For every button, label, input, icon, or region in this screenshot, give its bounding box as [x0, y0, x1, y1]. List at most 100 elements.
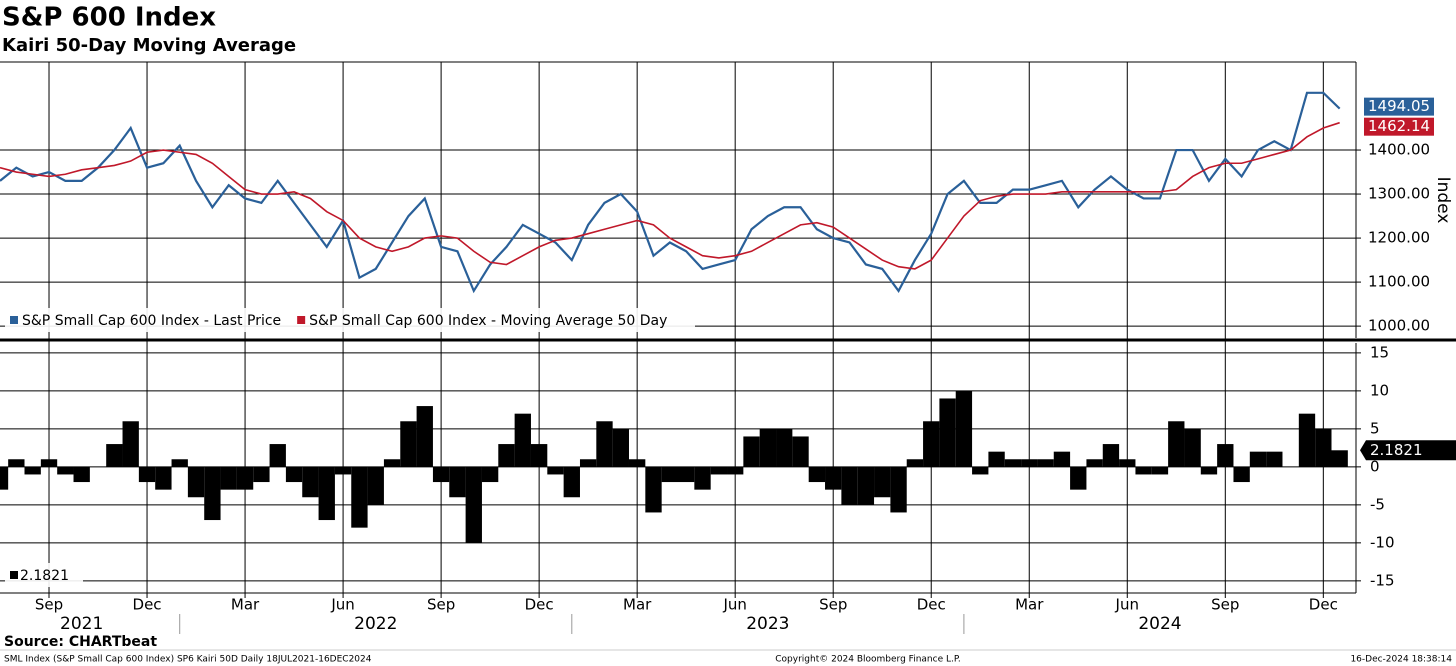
bar [1102, 444, 1120, 467]
x-tick-label: Sep [427, 596, 455, 614]
bar [661, 466, 678, 483]
bar [155, 466, 172, 490]
x-tick-label: Dec [1309, 596, 1338, 614]
bar [743, 436, 760, 467]
x-tick-label: Sep [1211, 596, 1239, 614]
y-tick-label: 0 [1370, 457, 1380, 475]
bar [792, 436, 809, 467]
bar [694, 466, 711, 490]
chart-title: S&P 600 Index [2, 3, 216, 33]
bar [596, 421, 613, 467]
timestamp: 16-Dec-2024 18:38:14 [1350, 655, 1452, 665]
y-tick-label: -5 [1370, 495, 1385, 513]
bar [383, 459, 401, 467]
bar [776, 428, 793, 467]
bar [710, 466, 728, 475]
bar [1021, 459, 1038, 467]
bar [1200, 466, 1218, 475]
bar [400, 421, 417, 467]
x-tick-label: Jun [1115, 596, 1139, 614]
y-tick-label: 1400.00 [1368, 141, 1430, 159]
chart-subtitle: Kairi 50-Day Moving Average [2, 35, 296, 56]
bar [514, 413, 531, 467]
y-tick-label: -10 [1370, 533, 1395, 551]
legend-swatch [297, 316, 306, 324]
bar [808, 466, 826, 483]
bar [220, 466, 237, 490]
bar [906, 459, 924, 467]
x-tick-label: Jun [330, 596, 354, 614]
year-label: 2023 [746, 614, 789, 634]
y-tick-label: 1200.00 [1368, 229, 1430, 247]
bar [1315, 428, 1332, 467]
bar [416, 406, 433, 467]
y-tick-label: 1000.00 [1368, 317, 1430, 335]
x-tick-label: Jun [722, 596, 746, 614]
bar [678, 466, 695, 483]
line-series [0, 91, 1341, 294]
bar [628, 459, 646, 467]
bar [24, 466, 41, 475]
bar [1331, 450, 1348, 467]
y-axis-label: Index [1433, 177, 1453, 224]
bar [1070, 466, 1087, 490]
bar [481, 466, 499, 483]
bar [40, 459, 58, 467]
bar [171, 459, 188, 467]
x-tick-label: Dec [525, 596, 554, 614]
bar [645, 466, 662, 513]
bar [1168, 421, 1185, 467]
legend-label: S&P Small Cap 600 Index - Moving Average… [309, 313, 667, 329]
bar [939, 398, 956, 467]
bar [890, 466, 907, 513]
legend-box [5, 308, 695, 332]
bar [367, 466, 384, 505]
bar [612, 428, 629, 467]
bar [204, 466, 221, 521]
x-tick-label: Mar [1015, 596, 1044, 614]
legend-swatch [10, 571, 18, 579]
y-tick-label: 5 [1370, 419, 1380, 437]
bar [285, 466, 303, 483]
price-tag-label: 1494.05 [1368, 97, 1430, 115]
bar [498, 444, 515, 467]
bar [1184, 428, 1201, 467]
line-series [0, 121, 1340, 270]
legend-label: 2.1821 [20, 568, 69, 584]
bar [351, 466, 368, 528]
legend-swatch [10, 316, 18, 324]
bar [1298, 413, 1316, 467]
bar [563, 466, 580, 498]
y-tick-label: 1100.00 [1368, 273, 1430, 291]
bar [269, 444, 286, 467]
bar [334, 466, 352, 475]
bar [1135, 466, 1152, 475]
bar [73, 466, 90, 483]
bar [449, 466, 466, 498]
bar [8, 459, 25, 467]
price-tag [1364, 97, 1434, 116]
bar [727, 466, 744, 475]
bar [825, 466, 842, 490]
bar [465, 466, 482, 543]
bar [106, 444, 123, 467]
bar [1151, 466, 1169, 475]
x-tick-label: Dec [133, 596, 162, 614]
bar [1037, 459, 1054, 467]
bar [1266, 451, 1283, 467]
bar [302, 466, 319, 498]
x-tick-label: Mar [231, 596, 260, 614]
y-tick-label: -15 [1370, 571, 1395, 589]
bar [1004, 459, 1022, 467]
bar [1053, 451, 1071, 467]
bar [1217, 444, 1234, 467]
y-tick-label: 10 [1370, 381, 1389, 399]
x-tick-label: Mar [623, 596, 652, 614]
bar [857, 466, 875, 505]
bar [988, 451, 1005, 467]
bar [57, 466, 74, 475]
bar [972, 466, 989, 475]
y-tick-label: 1300.00 [1368, 185, 1430, 203]
price-tag [1364, 117, 1434, 136]
